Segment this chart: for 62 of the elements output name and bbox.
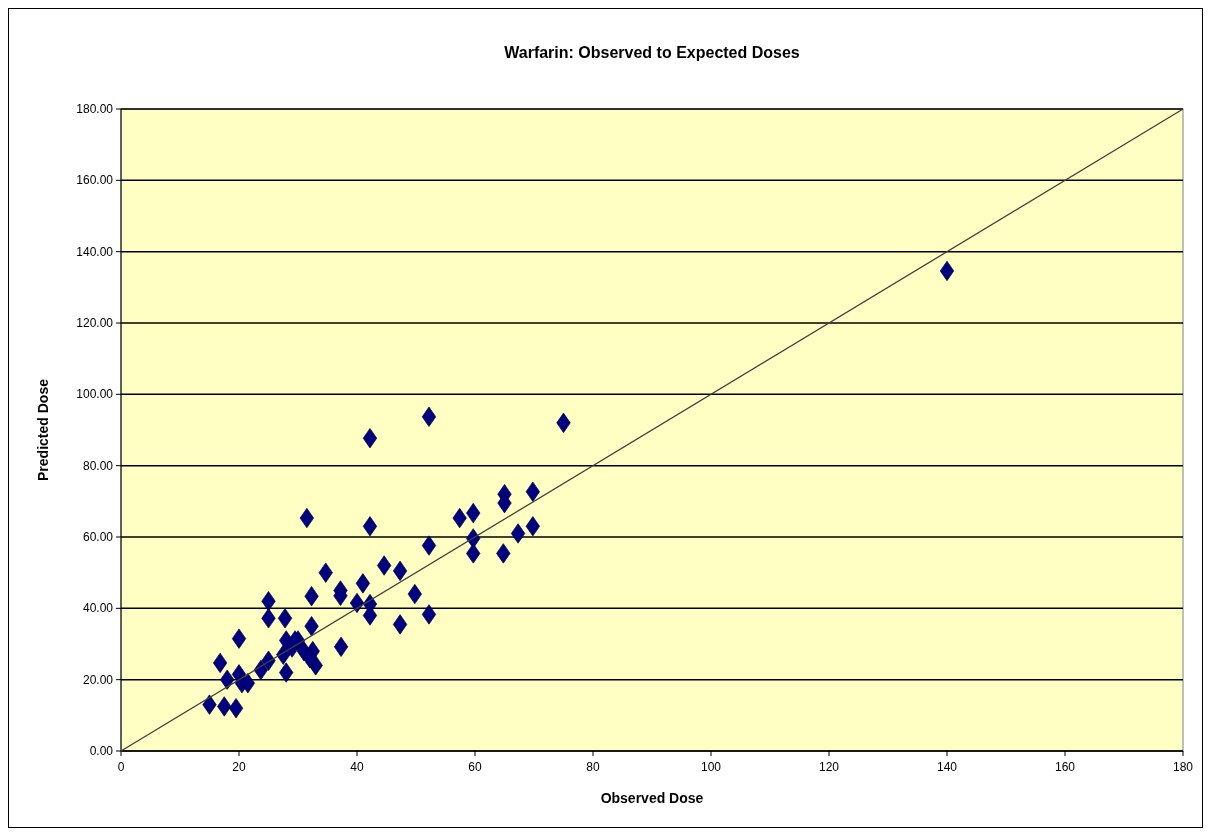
x-tick-label: 140	[936, 760, 958, 774]
point	[377, 555, 392, 576]
point	[510, 523, 526, 544]
chart-title: Warfarin: Observed to Expected Doses	[504, 44, 800, 61]
point	[220, 669, 235, 690]
y-tick-label: 0.00	[89, 744, 114, 758]
point	[202, 694, 217, 715]
point	[939, 260, 955, 282]
x-tick-label: 80	[586, 760, 600, 774]
x-tick-label: 160	[1054, 760, 1076, 774]
y-axis-title: Predicted Dose	[35, 378, 51, 481]
y-tick-label: 40.00	[82, 601, 114, 616]
y-tick-label: 180.00	[76, 102, 114, 116]
x-tick-label: 40	[350, 760, 364, 774]
point	[299, 508, 314, 529]
point	[333, 585, 348, 606]
point	[318, 562, 333, 583]
point	[525, 481, 540, 502]
point	[213, 652, 228, 673]
y-tick-label: 100.00	[76, 387, 114, 402]
point	[279, 662, 294, 683]
point	[392, 560, 408, 581]
point	[261, 608, 276, 629]
point	[349, 592, 365, 614]
x-tick-label: 60	[468, 760, 482, 774]
x-axis-title: Observed Dose	[600, 790, 704, 806]
y-tick-label: 60.00	[82, 530, 114, 544]
point	[277, 608, 293, 629]
point	[392, 614, 408, 635]
x-tick-label: 180	[1172, 760, 1194, 774]
point	[240, 673, 255, 694]
point	[466, 503, 481, 524]
point	[333, 636, 349, 657]
y-tick-label: 140.00	[76, 244, 114, 259]
point	[261, 591, 276, 612]
point	[496, 543, 511, 564]
point	[497, 493, 512, 514]
x-tick-label: 0	[117, 760, 125, 774]
point	[421, 604, 437, 625]
y-tick-label: 160.00	[76, 173, 114, 188]
point	[556, 412, 571, 433]
x-tick-label: 120	[818, 760, 840, 774]
point	[304, 586, 319, 607]
y-tick-label: 20.00	[82, 672, 114, 687]
point	[362, 428, 378, 449]
point	[362, 605, 378, 626]
point	[421, 406, 437, 427]
x-tick-label: 20	[232, 760, 246, 774]
point	[355, 573, 370, 594]
point	[525, 516, 540, 537]
point	[452, 508, 467, 529]
y-tick-label: 80.00	[82, 458, 114, 473]
point	[231, 628, 247, 649]
point	[217, 696, 232, 717]
point	[421, 535, 437, 556]
point	[466, 543, 481, 564]
x-tick-label: 100	[700, 760, 722, 774]
point	[304, 616, 319, 637]
point	[302, 648, 317, 669]
point	[228, 698, 244, 719]
y-tick-label: 120.00	[76, 316, 114, 330]
point	[362, 516, 378, 537]
